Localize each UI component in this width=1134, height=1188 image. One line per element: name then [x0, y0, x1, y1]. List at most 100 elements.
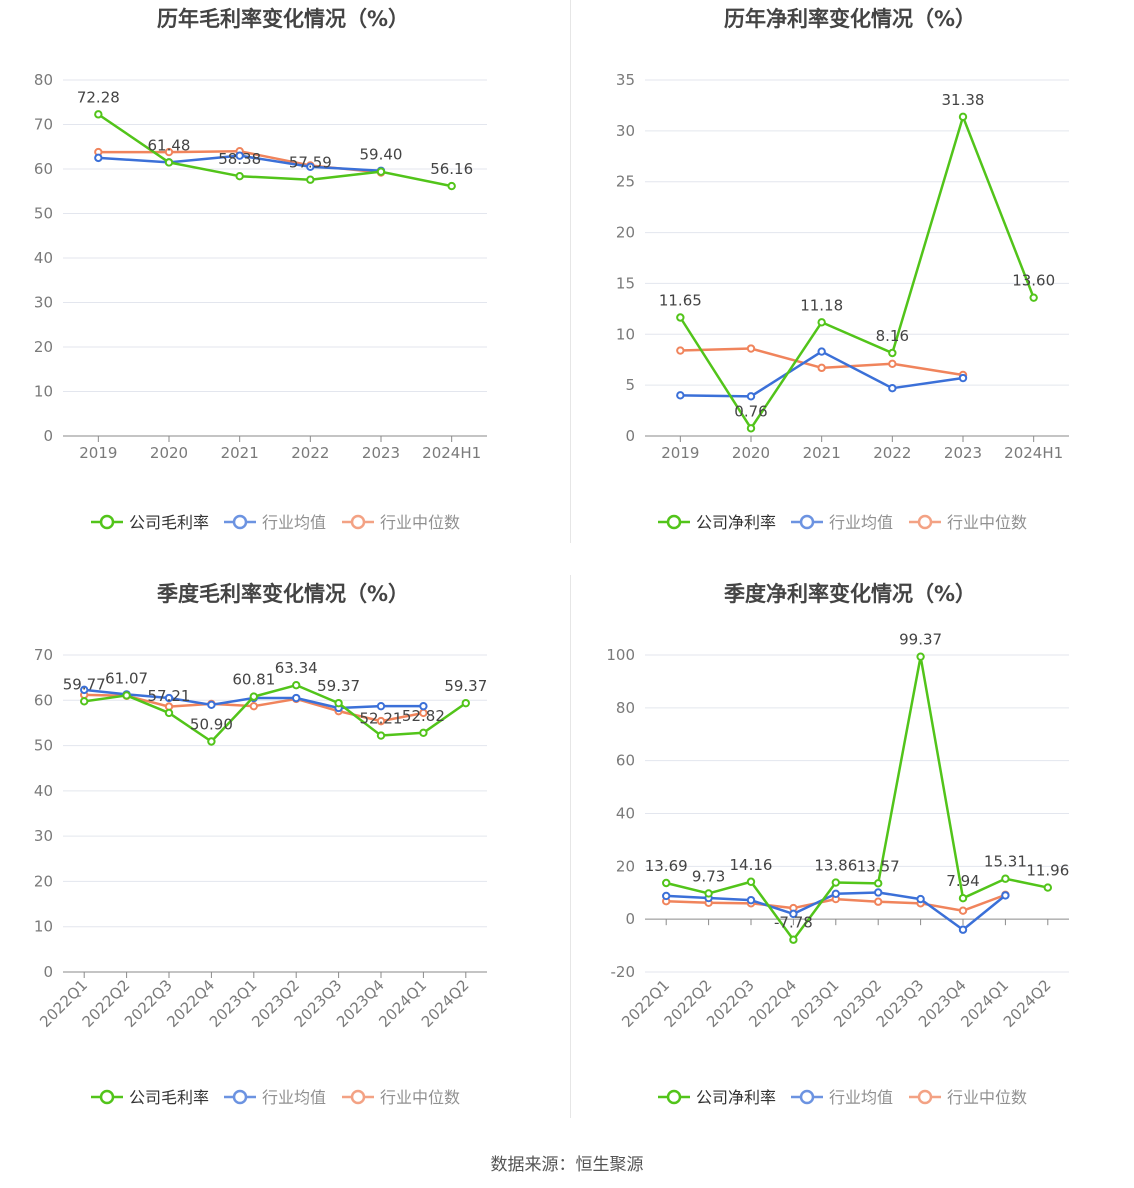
data-point-company[interactable]: [704, 889, 713, 898]
data-point-avg[interactable]: [958, 925, 968, 934]
data-point-company[interactable]: [1001, 874, 1010, 883]
data-point-median[interactable]: [676, 346, 685, 355]
data-point-avg[interactable]: [235, 151, 244, 160]
data-point-company[interactable]: [376, 167, 386, 176]
data-point-avg[interactable]: [831, 889, 840, 899]
data-point-company[interactable]: [207, 737, 216, 746]
legend-item-avg[interactable]: 行业均值: [224, 1088, 326, 1107]
data-point-company[interactable]: [888, 348, 897, 358]
legend-item-avg[interactable]: 行业均值: [791, 513, 893, 532]
data-point-company[interactable]: [676, 313, 685, 322]
data-point-company[interactable]: [789, 935, 798, 944]
data-point-avg[interactable]: [164, 693, 174, 703]
y-tick-label: 40: [34, 782, 53, 800]
data-point-avg[interactable]: [746, 392, 756, 401]
data-point-company[interactable]: [461, 698, 470, 708]
data-point-avg[interactable]: [888, 383, 897, 393]
data-point-median[interactable]: [888, 359, 897, 368]
chart-svg: 季度毛利率变化情况（%）0102030405060702022Q12022Q22…: [34, 582, 487, 1107]
legend-item-avg[interactable]: 行业均值: [791, 1088, 893, 1107]
data-point-company[interactable]: [376, 731, 386, 740]
data-point-company[interactable]: [874, 879, 883, 888]
data-point-avg[interactable]: [916, 894, 925, 904]
legend-marker-icon: [99, 1089, 115, 1105]
x-tick-label: 2019: [661, 444, 699, 462]
data-point-company[interactable]: [292, 680, 301, 690]
data-point-company[interactable]: [817, 318, 826, 327]
data-point-avg[interactable]: [419, 701, 428, 711]
data-label: 52.21: [360, 710, 403, 728]
y-tick-label: 80: [34, 71, 53, 89]
legend-marker-icon: [917, 514, 933, 530]
legend-item-company[interactable]: 公司毛利率: [91, 513, 209, 532]
data-point-company[interactable]: [1029, 293, 1038, 302]
data-point-company[interactable]: [249, 692, 259, 701]
data-point-company[interactable]: [958, 112, 968, 122]
y-tick-label: 5: [625, 376, 635, 394]
data-point-avg[interactable]: [676, 391, 685, 400]
legend-label: 公司净利率: [696, 1088, 776, 1107]
data-label: 61.07: [105, 669, 148, 687]
legend-item-median[interactable]: 行业中位数: [342, 1088, 460, 1107]
annual-net-margin-chart: 历年净利率变化情况（%） 0 5 10 15 20 25 30 35 2019 2020 2021 20…: [567, 0, 1134, 575]
data-point-avg[interactable]: [874, 888, 883, 897]
data-point-avg[interactable]: [292, 693, 301, 703]
data-point-avg[interactable]: [376, 701, 386, 711]
legend-item-company[interactable]: 公司净利率: [658, 513, 776, 532]
data-point-company[interactable]: [334, 698, 343, 708]
y-tick-label: 20: [616, 224, 635, 242]
data-point-company[interactable]: [1043, 883, 1052, 892]
legend-label: 公司毛利率: [129, 513, 209, 532]
legend-item-company[interactable]: 公司毛利率: [91, 1088, 209, 1107]
data-point-company[interactable]: [80, 697, 89, 706]
data-point-median[interactable]: [376, 716, 386, 726]
data-point-company[interactable]: [122, 691, 131, 700]
legend-item-median[interactable]: 行业中位数: [909, 513, 1027, 532]
data-point-company[interactable]: [447, 181, 456, 191]
y-tick-label: 0: [43, 427, 53, 445]
data-point-avg[interactable]: [817, 347, 826, 356]
data-point-company[interactable]: [831, 878, 840, 887]
data-point-avg[interactable]: [80, 685, 89, 695]
data-label: 9.73: [692, 867, 725, 885]
y-tick-label: 10: [34, 918, 53, 936]
data-point-company[interactable]: [916, 652, 925, 661]
data-point-avg[interactable]: [207, 700, 216, 710]
x-tick-label: 2023: [944, 444, 982, 462]
y-tick-label: 70: [34, 646, 53, 664]
data-point-median[interactable]: [817, 363, 826, 373]
data-label: 31.38: [942, 91, 985, 109]
data-point-company[interactable]: [746, 877, 756, 886]
data-point-company[interactable]: [164, 708, 174, 718]
y-tick-label: 20: [34, 338, 53, 356]
data-point-median[interactable]: [746, 344, 756, 353]
y-tick-label: 50: [34, 737, 53, 755]
legend-item-median[interactable]: 行业中位数: [909, 1088, 1027, 1107]
legend-label: 行业中位数: [380, 1088, 460, 1107]
quarterly-gross-margin-chart: 季度毛利率变化情况（%） 0 10 20 30 40 50 60 70 2022Q1 2022Q2 2…: [0, 575, 567, 1150]
data-point-company[interactable]: [164, 158, 174, 167]
data-point-company[interactable]: [419, 728, 428, 738]
data-point-median[interactable]: [164, 147, 174, 157]
legend-item-avg[interactable]: 行业均值: [224, 513, 326, 532]
data-point-avg[interactable]: [789, 909, 798, 919]
data-point-company[interactable]: [662, 878, 671, 888]
legend-marker-icon: [799, 1089, 815, 1105]
legend-item-company[interactable]: 公司净利率: [658, 1088, 776, 1107]
data-point-median[interactable]: [958, 906, 968, 915]
data-point-avg[interactable]: [1001, 891, 1010, 900]
data-point-avg[interactable]: [94, 153, 103, 163]
data-point-avg[interactable]: [746, 895, 756, 905]
data-point-company[interactable]: [958, 893, 968, 903]
data-point-avg[interactable]: [958, 373, 968, 383]
data-point-median[interactable]: [249, 701, 259, 711]
legend-item-median[interactable]: 行业中位数: [342, 513, 460, 532]
data-point-company[interactable]: [746, 424, 756, 433]
data-point-company[interactable]: [94, 110, 103, 119]
data-point-median[interactable]: [874, 897, 883, 906]
data-point-avg[interactable]: [662, 891, 671, 901]
data-point-company[interactable]: [235, 172, 244, 181]
series-line-avg: [680, 350, 964, 398]
data-point-company[interactable]: [306, 175, 315, 184]
data-point-avg[interactable]: [306, 162, 315, 171]
